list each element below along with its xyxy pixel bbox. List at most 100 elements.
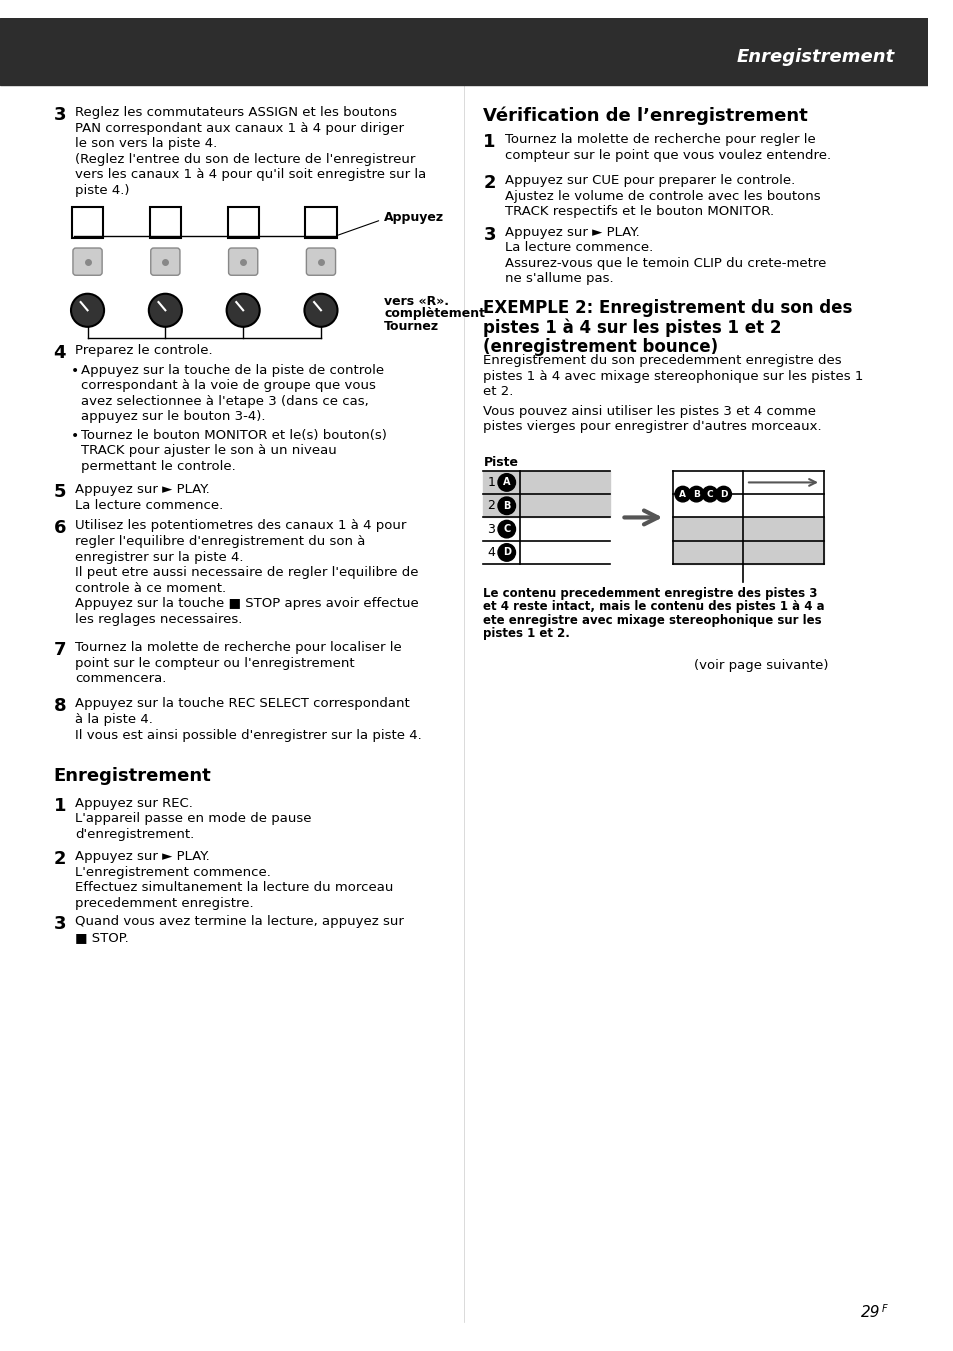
FancyBboxPatch shape bbox=[72, 249, 102, 276]
Text: Appuyez sur la touche REC SELECT correspondant: Appuyez sur la touche REC SELECT corresp… bbox=[75, 697, 409, 711]
Circle shape bbox=[497, 497, 515, 515]
Text: Appuyez sur CUE pour preparer le controle.: Appuyez sur CUE pour preparer le control… bbox=[504, 174, 794, 186]
Text: pistes 1 à 4 avec mixage stereophonique sur les pistes 1: pistes 1 à 4 avec mixage stereophonique … bbox=[483, 370, 862, 382]
Text: correspondant à la voie de groupe que vous: correspondant à la voie de groupe que vo… bbox=[81, 380, 375, 392]
Text: EXEMPLE 2: Enregistrement du son des: EXEMPLE 2: Enregistrement du son des bbox=[483, 299, 852, 316]
Text: Preparez le controle.: Preparez le controle. bbox=[75, 345, 213, 357]
Text: à la piste 4.: à la piste 4. bbox=[75, 713, 152, 725]
Circle shape bbox=[675, 486, 690, 501]
Text: 8: 8 bbox=[53, 697, 66, 716]
Text: compteur sur le point que vous voulez entendre.: compteur sur le point que vous voulez en… bbox=[504, 149, 830, 162]
Text: 3: 3 bbox=[53, 915, 66, 934]
Text: La lecture commence.: La lecture commence. bbox=[504, 242, 653, 254]
Text: 1: 1 bbox=[53, 797, 66, 815]
Circle shape bbox=[497, 543, 515, 561]
Circle shape bbox=[497, 520, 515, 538]
Text: 2: 2 bbox=[483, 174, 496, 192]
Text: A: A bbox=[679, 489, 685, 499]
Circle shape bbox=[715, 486, 731, 501]
Text: et 2.: et 2. bbox=[483, 385, 514, 399]
Text: Appuyez sur ► PLAY.: Appuyez sur ► PLAY. bbox=[75, 850, 210, 863]
Text: pistes vierges pour enregistrer d'autres morceaux.: pistes vierges pour enregistrer d'autres… bbox=[483, 420, 821, 434]
Text: B: B bbox=[502, 501, 510, 511]
Text: ■ STOP.: ■ STOP. bbox=[75, 931, 129, 944]
Text: Appuyez sur REC.: Appuyez sur REC. bbox=[75, 797, 193, 809]
Text: Appuyez sur ► PLAY.: Appuyez sur ► PLAY. bbox=[75, 484, 210, 496]
Text: PAN correspondant aux canaux 1 à 4 pour diriger: PAN correspondant aux canaux 1 à 4 pour … bbox=[75, 122, 403, 135]
Text: D: D bbox=[720, 489, 726, 499]
Text: •: • bbox=[71, 428, 79, 443]
Text: Appuyez: Appuyez bbox=[384, 211, 444, 224]
Text: Le contenu precedemment enregistre des pistes 3: Le contenu precedemment enregistre des p… bbox=[483, 586, 817, 600]
Text: pistes 1 et 2.: pistes 1 et 2. bbox=[483, 627, 570, 640]
Text: piste 4.): piste 4.) bbox=[75, 184, 130, 197]
Text: 5: 5 bbox=[53, 484, 66, 501]
Text: Tournez la molette de recherche pour regler le: Tournez la molette de recherche pour reg… bbox=[504, 134, 815, 146]
Text: L'enregistrement commence.: L'enregistrement commence. bbox=[75, 866, 271, 878]
Text: (voir page suivante): (voir page suivante) bbox=[694, 659, 828, 673]
Text: A: A bbox=[502, 477, 510, 488]
Text: D: D bbox=[502, 547, 510, 558]
Text: pistes 1 à 4 sur les pistes 1 et 2: pistes 1 à 4 sur les pistes 1 et 2 bbox=[483, 317, 781, 336]
Text: Enregistrement: Enregistrement bbox=[736, 49, 894, 66]
Text: complètement: complètement bbox=[384, 308, 485, 320]
Text: B: B bbox=[692, 489, 700, 499]
Text: 4: 4 bbox=[53, 345, 66, 362]
Circle shape bbox=[227, 293, 259, 327]
Text: Quand vous avez termine la lecture, appuyez sur: Quand vous avez termine la lecture, appu… bbox=[75, 915, 403, 928]
Circle shape bbox=[304, 293, 337, 327]
Text: Reglez les commutateurs ASSIGN et les boutons: Reglez les commutateurs ASSIGN et les bo… bbox=[75, 105, 396, 119]
Text: La lecture commence.: La lecture commence. bbox=[75, 499, 223, 512]
Text: 1: 1 bbox=[483, 134, 496, 151]
Text: C: C bbox=[502, 524, 510, 534]
Text: TRACK respectifs et le bouton MONITOR.: TRACK respectifs et le bouton MONITOR. bbox=[504, 205, 773, 219]
Text: 3: 3 bbox=[483, 226, 496, 243]
Text: 6: 6 bbox=[53, 519, 66, 538]
Text: Piste: Piste bbox=[483, 457, 517, 469]
Text: d'enregistrement.: d'enregistrement. bbox=[75, 828, 194, 840]
Text: Tournez: Tournez bbox=[384, 320, 439, 332]
Text: controle à ce moment.: controle à ce moment. bbox=[75, 582, 226, 594]
Text: Utilisez les potentiometres des canaux 1 à 4 pour: Utilisez les potentiometres des canaux 1… bbox=[75, 519, 406, 532]
Text: (Reglez l'entree du son de lecture de l'enregistreur: (Reglez l'entree du son de lecture de l'… bbox=[75, 153, 415, 166]
Text: Vérification de l’enregistrement: Vérification de l’enregistrement bbox=[483, 105, 807, 124]
FancyBboxPatch shape bbox=[306, 249, 335, 276]
Text: vers les canaux 1 à 4 pour qu'il soit enregistre sur la: vers les canaux 1 à 4 pour qu'il soit en… bbox=[75, 169, 426, 181]
Text: Vous pouvez ainsi utiliser les pistes 3 et 4 comme: Vous pouvez ainsi utiliser les pistes 3 … bbox=[483, 404, 816, 417]
Text: 7: 7 bbox=[53, 640, 66, 659]
FancyBboxPatch shape bbox=[228, 207, 258, 238]
Bar bbox=[673, 540, 823, 565]
Circle shape bbox=[701, 486, 717, 501]
Text: Il peut etre aussi necessaire de regler l'equilibre de: Il peut etre aussi necessaire de regler … bbox=[75, 566, 418, 580]
Text: C: C bbox=[706, 489, 713, 499]
FancyBboxPatch shape bbox=[150, 207, 181, 238]
Text: Effectuez simultanement la lecture du morceau: Effectuez simultanement la lecture du mo… bbox=[75, 881, 393, 894]
Text: ete enregistre avec mixage stereophonique sur les: ete enregistre avec mixage stereophoniqu… bbox=[483, 613, 821, 627]
Bar bbox=[483, 470, 609, 494]
FancyBboxPatch shape bbox=[151, 249, 180, 276]
Text: 2: 2 bbox=[53, 850, 66, 869]
FancyBboxPatch shape bbox=[305, 207, 336, 238]
Text: Tournez le bouton MONITOR et le(s) bouton(s): Tournez le bouton MONITOR et le(s) bouto… bbox=[81, 428, 386, 442]
Bar bbox=[673, 517, 823, 540]
Text: Assurez-vous que le temoin CLIP du crete-metre: Assurez-vous que le temoin CLIP du crete… bbox=[504, 257, 825, 270]
Text: (enregistrement bounce): (enregistrement bounce) bbox=[483, 338, 718, 355]
Text: regler l'equilibre d'enregistrement du son à: regler l'equilibre d'enregistrement du s… bbox=[75, 535, 365, 549]
Bar bbox=[483, 494, 609, 517]
Text: 3: 3 bbox=[53, 105, 66, 124]
Text: F: F bbox=[882, 1304, 887, 1315]
Text: Enregistrement du son precedemment enregistre des: Enregistrement du son precedemment enreg… bbox=[483, 354, 841, 367]
Text: Ajustez le volume de controle avec les boutons: Ajustez le volume de controle avec les b… bbox=[504, 189, 820, 203]
Text: vers «R».: vers «R». bbox=[384, 295, 449, 308]
Text: 2: 2 bbox=[487, 500, 495, 512]
Text: enregistrer sur la piste 4.: enregistrer sur la piste 4. bbox=[75, 550, 243, 563]
Text: TRACK pour ajuster le son à un niveau: TRACK pour ajuster le son à un niveau bbox=[81, 444, 336, 458]
Text: appuyez sur le bouton 3-4).: appuyez sur le bouton 3-4). bbox=[81, 411, 265, 423]
Text: commencera.: commencera. bbox=[75, 671, 166, 685]
Text: 3: 3 bbox=[487, 523, 495, 535]
Text: point sur le compteur ou l'enregistrement: point sur le compteur ou l'enregistremen… bbox=[75, 657, 355, 670]
Bar bbox=[0, 19, 927, 85]
Text: 1: 1 bbox=[487, 476, 495, 489]
Text: 4: 4 bbox=[487, 546, 495, 559]
FancyBboxPatch shape bbox=[229, 249, 257, 276]
